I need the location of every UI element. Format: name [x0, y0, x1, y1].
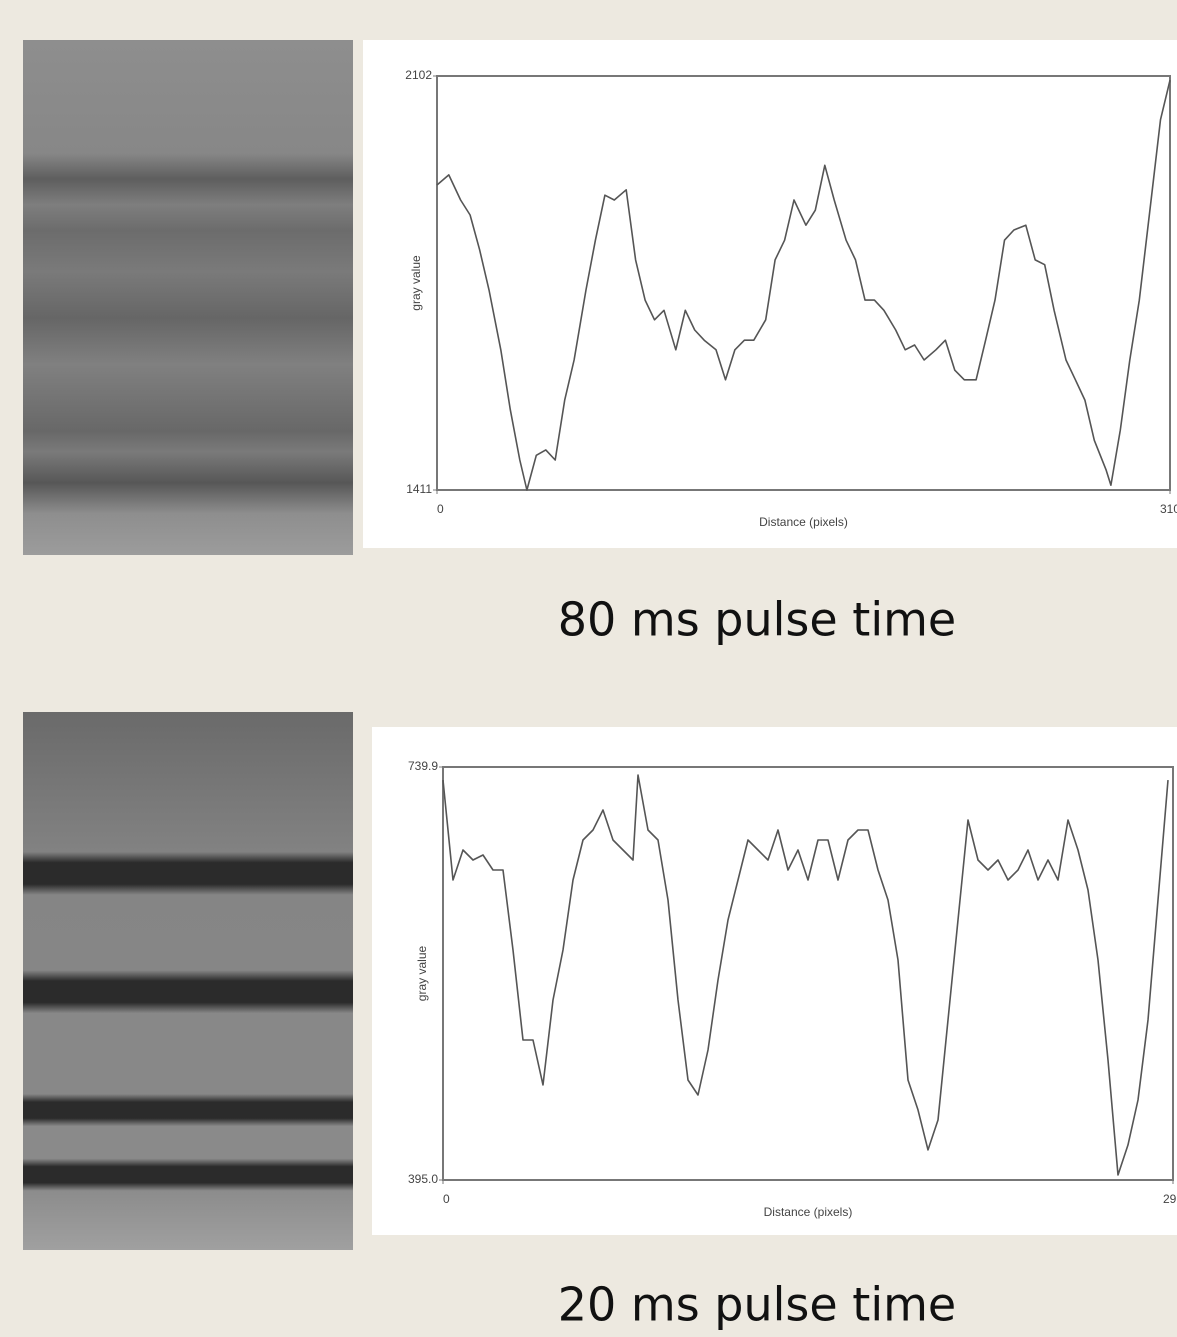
y-tick-label: 739.9 [408, 759, 438, 773]
x-tick-label: 292 [1163, 1192, 1177, 1206]
chart-panel [372, 727, 1177, 1235]
y-tick-label: 1411 [406, 482, 432, 496]
data-line [436, 80, 1171, 491]
y-axis-label: gray value [409, 255, 423, 311]
sample-image [23, 40, 353, 555]
plot-frame [436, 75, 1171, 491]
x-axis-label: Distance (pixels) [759, 515, 848, 529]
x-tick-label: 0 [443, 1192, 450, 1206]
sample-image [23, 712, 353, 1250]
y-tick-label: 395.0 [408, 1172, 438, 1186]
caption: 20 ms pulse time [558, 1278, 957, 1332]
x-axis-label: Distance (pixels) [764, 1205, 853, 1219]
data-line [442, 774, 1169, 1176]
x-tick-label: 0 [437, 502, 444, 516]
x-tick-label: 310 [1160, 502, 1177, 516]
caption: 80 ms pulse time [558, 593, 957, 647]
plot-frame [442, 766, 1174, 1181]
y-axis-label: gray value [415, 945, 429, 1001]
y-tick-label: 2102 [405, 68, 432, 82]
